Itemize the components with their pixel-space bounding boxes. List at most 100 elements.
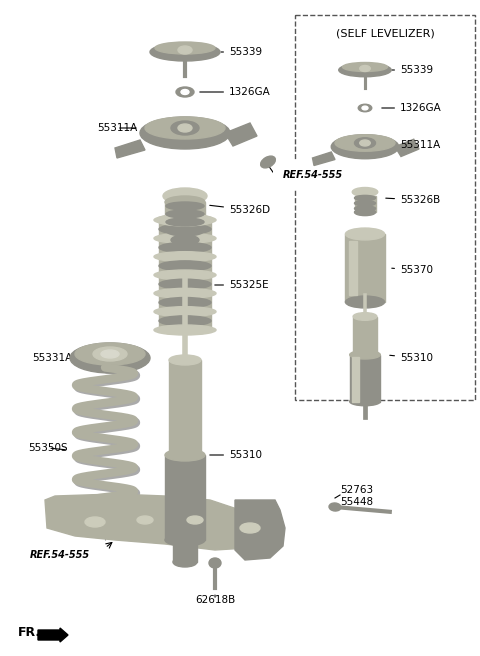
Bar bbox=[159, 220, 211, 330]
Ellipse shape bbox=[178, 46, 192, 54]
Bar bbox=[173, 534, 197, 562]
Ellipse shape bbox=[261, 156, 276, 168]
Polygon shape bbox=[225, 123, 257, 146]
Ellipse shape bbox=[159, 316, 211, 326]
Text: 55311A: 55311A bbox=[392, 140, 440, 150]
Ellipse shape bbox=[93, 347, 127, 361]
Ellipse shape bbox=[145, 117, 225, 139]
Ellipse shape bbox=[169, 355, 201, 365]
Ellipse shape bbox=[335, 134, 395, 152]
Text: 62618B: 62618B bbox=[195, 595, 235, 605]
Ellipse shape bbox=[85, 517, 105, 527]
Ellipse shape bbox=[156, 214, 214, 226]
Bar bbox=[350, 355, 380, 401]
Ellipse shape bbox=[165, 196, 205, 208]
Ellipse shape bbox=[173, 557, 197, 567]
Ellipse shape bbox=[166, 218, 204, 226]
Bar bbox=[349, 241, 357, 295]
Ellipse shape bbox=[155, 42, 215, 54]
Ellipse shape bbox=[154, 234, 216, 243]
Ellipse shape bbox=[163, 188, 207, 204]
Text: 55331A: 55331A bbox=[32, 353, 80, 363]
Polygon shape bbox=[45, 494, 257, 550]
Text: (SELF LEVELIZER): (SELF LEVELIZER) bbox=[336, 28, 434, 38]
FancyBboxPatch shape bbox=[295, 15, 475, 400]
Bar bbox=[352, 358, 359, 401]
Text: 55350S: 55350S bbox=[28, 443, 68, 453]
Ellipse shape bbox=[159, 224, 211, 234]
Ellipse shape bbox=[154, 215, 216, 225]
Ellipse shape bbox=[140, 117, 230, 149]
Ellipse shape bbox=[353, 313, 377, 320]
Ellipse shape bbox=[154, 270, 216, 280]
Ellipse shape bbox=[355, 195, 375, 201]
Ellipse shape bbox=[176, 87, 194, 97]
Ellipse shape bbox=[355, 206, 375, 211]
Text: 55326D: 55326D bbox=[210, 205, 270, 215]
Ellipse shape bbox=[178, 124, 192, 132]
Text: 52763: 52763 bbox=[340, 485, 373, 495]
Text: FR.: FR. bbox=[18, 626, 41, 638]
Ellipse shape bbox=[137, 516, 153, 524]
Polygon shape bbox=[395, 139, 419, 157]
Bar bbox=[171, 224, 199, 240]
Bar bbox=[355, 195, 375, 213]
Ellipse shape bbox=[154, 252, 216, 262]
Ellipse shape bbox=[150, 43, 220, 61]
Ellipse shape bbox=[165, 224, 205, 236]
Ellipse shape bbox=[171, 235, 199, 245]
Ellipse shape bbox=[355, 201, 375, 206]
Ellipse shape bbox=[350, 398, 380, 406]
Ellipse shape bbox=[360, 66, 370, 72]
Ellipse shape bbox=[165, 449, 205, 461]
Text: 55311A: 55311A bbox=[97, 123, 137, 133]
Ellipse shape bbox=[352, 188, 378, 197]
Text: 55448: 55448 bbox=[340, 497, 373, 507]
Bar bbox=[165, 455, 205, 540]
Ellipse shape bbox=[346, 296, 384, 308]
Text: 55339: 55339 bbox=[392, 65, 433, 75]
Text: 55310: 55310 bbox=[390, 353, 433, 363]
Polygon shape bbox=[115, 140, 145, 158]
Ellipse shape bbox=[165, 534, 205, 546]
Bar bbox=[346, 234, 384, 302]
Ellipse shape bbox=[159, 279, 211, 289]
Text: 55325E: 55325E bbox=[215, 280, 269, 290]
Text: 55339: 55339 bbox=[221, 47, 262, 57]
Bar bbox=[165, 202, 205, 230]
Ellipse shape bbox=[240, 523, 260, 533]
Text: 1326GA: 1326GA bbox=[200, 87, 271, 97]
Bar bbox=[169, 360, 201, 460]
Ellipse shape bbox=[159, 261, 211, 271]
Ellipse shape bbox=[101, 350, 119, 358]
FancyArrowPatch shape bbox=[38, 633, 53, 637]
Text: REF.54-555: REF.54-555 bbox=[283, 170, 343, 180]
Ellipse shape bbox=[171, 121, 199, 135]
Ellipse shape bbox=[159, 298, 211, 308]
Ellipse shape bbox=[343, 62, 387, 72]
Text: REF.54-555: REF.54-555 bbox=[30, 550, 90, 560]
Polygon shape bbox=[235, 500, 285, 560]
Ellipse shape bbox=[355, 138, 375, 148]
Ellipse shape bbox=[166, 202, 204, 210]
Ellipse shape bbox=[331, 134, 399, 159]
Ellipse shape bbox=[339, 63, 391, 77]
Ellipse shape bbox=[346, 228, 384, 240]
Polygon shape bbox=[312, 152, 335, 165]
Ellipse shape bbox=[358, 104, 372, 112]
Ellipse shape bbox=[350, 350, 380, 359]
Ellipse shape bbox=[70, 343, 150, 373]
Ellipse shape bbox=[154, 306, 216, 317]
Bar bbox=[353, 316, 377, 355]
Text: 1326GA: 1326GA bbox=[382, 103, 442, 113]
Text: 55370: 55370 bbox=[392, 265, 433, 275]
Ellipse shape bbox=[181, 89, 189, 94]
Ellipse shape bbox=[329, 503, 341, 511]
Ellipse shape bbox=[209, 558, 221, 568]
Ellipse shape bbox=[154, 325, 216, 335]
Ellipse shape bbox=[154, 289, 216, 298]
Text: 55310: 55310 bbox=[210, 450, 262, 460]
Ellipse shape bbox=[159, 243, 211, 253]
Ellipse shape bbox=[355, 209, 375, 216]
Ellipse shape bbox=[362, 106, 368, 110]
